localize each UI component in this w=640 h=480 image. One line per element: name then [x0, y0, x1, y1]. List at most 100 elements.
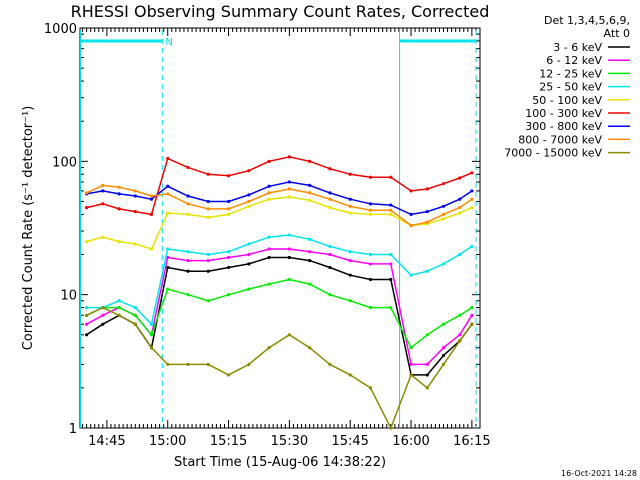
- data-point: [186, 202, 190, 206]
- data-point: [458, 176, 462, 180]
- data-point: [247, 262, 251, 266]
- data-point: [149, 197, 154, 201]
- data-point: [206, 259, 210, 263]
- data-point: [133, 322, 137, 326]
- series-7: [85, 183, 474, 228]
- legend-label: 6 - 12 keV: [546, 54, 602, 67]
- data-point: [368, 208, 373, 212]
- data-point: [441, 217, 446, 221]
- data-point: [409, 362, 413, 366]
- data-point: [117, 313, 121, 317]
- render-timestamp: 16-Oct-2021 14:28: [561, 469, 637, 478]
- data-point: [247, 242, 251, 246]
- data-point: [166, 287, 170, 291]
- data-point: [308, 259, 312, 263]
- data-point: [287, 180, 291, 184]
- data-point: [368, 212, 373, 216]
- data-point: [247, 193, 251, 197]
- data-point: [206, 252, 210, 257]
- data-point: [348, 373, 352, 377]
- data-point: [425, 209, 429, 214]
- data-point: [368, 252, 373, 257]
- data-point: [441, 182, 446, 186]
- y-axis-label: Corrected Count Rate (s⁻¹ detector⁻¹): [21, 106, 36, 351]
- data-point: [368, 202, 373, 206]
- data-point: [308, 237, 312, 241]
- series-line: [86, 248, 473, 366]
- data-point: [133, 313, 137, 317]
- data-point: [166, 156, 170, 161]
- data-point: [287, 255, 291, 260]
- data-point: [206, 199, 210, 204]
- data-point: [348, 197, 352, 201]
- data-point: [348, 172, 352, 176]
- data-point: [186, 269, 190, 273]
- data-point: [101, 305, 105, 310]
- data-point: [117, 207, 121, 211]
- x-tick-label: 14:45: [88, 434, 125, 449]
- data-point: [287, 333, 291, 337]
- legend-label: 7000 - 15000 keV: [504, 147, 602, 160]
- data-point: [441, 353, 446, 358]
- data-point: [425, 373, 429, 377]
- data-point: [85, 305, 89, 310]
- data-point: [470, 171, 474, 175]
- data-point: [117, 299, 121, 303]
- data-point: [117, 192, 121, 196]
- data-point: [308, 346, 312, 350]
- series-line: [86, 156, 473, 216]
- data-point: [441, 204, 446, 208]
- legend-label: 300 - 800 keV: [525, 120, 602, 133]
- data-point: [247, 287, 251, 291]
- series-3: [85, 233, 474, 326]
- data-point: [247, 362, 251, 366]
- data-point: [458, 333, 462, 337]
- data-point: [101, 235, 105, 239]
- x-axis-ticks: 14:45 15:00 15:15 15:30 15:45 16:00 16:15: [82, 28, 491, 449]
- data-point: [247, 252, 251, 257]
- series-line: [86, 184, 473, 227]
- data-point: [328, 167, 332, 171]
- data-point: [287, 195, 291, 199]
- data-point: [287, 187, 291, 191]
- data-point: [226, 250, 231, 254]
- data-point: [117, 305, 121, 310]
- legend-label: 100 - 300 keV: [525, 107, 602, 120]
- series-4: [85, 195, 474, 251]
- data-point: [308, 282, 312, 286]
- y-tick-label: 100: [52, 155, 77, 170]
- data-point: [101, 322, 105, 326]
- data-point: [166, 362, 170, 366]
- data-point: [328, 197, 332, 201]
- data-point: [186, 259, 190, 263]
- data-point: [149, 194, 154, 198]
- data-point: [166, 255, 170, 260]
- data-point: [368, 305, 373, 310]
- series-8: [85, 305, 474, 430]
- data-point: [287, 277, 291, 282]
- data-point: [368, 386, 373, 390]
- y-tick-label: 1: [69, 422, 77, 437]
- data-point: [470, 313, 474, 317]
- data-point: [267, 197, 271, 201]
- data-point: [308, 198, 312, 202]
- data-point: [101, 202, 105, 206]
- legend-label: 25 - 50 keV: [539, 81, 602, 94]
- x-tick-label: 15:15: [210, 434, 247, 449]
- data-point: [389, 305, 393, 310]
- data-point: [441, 322, 446, 326]
- data-point: [425, 386, 429, 390]
- data-point: [348, 211, 352, 215]
- data-point: [425, 187, 429, 191]
- data-point: [226, 212, 231, 216]
- data-point: [267, 282, 271, 286]
- data-point: [117, 185, 121, 189]
- chart-title: RHESSI Observing Summary Count Rates, Co…: [71, 2, 490, 21]
- data-point: [425, 269, 429, 273]
- data-point: [328, 205, 332, 210]
- plot-frame: [79, 27, 481, 429]
- data-point: [458, 339, 462, 343]
- data-point: [206, 362, 210, 366]
